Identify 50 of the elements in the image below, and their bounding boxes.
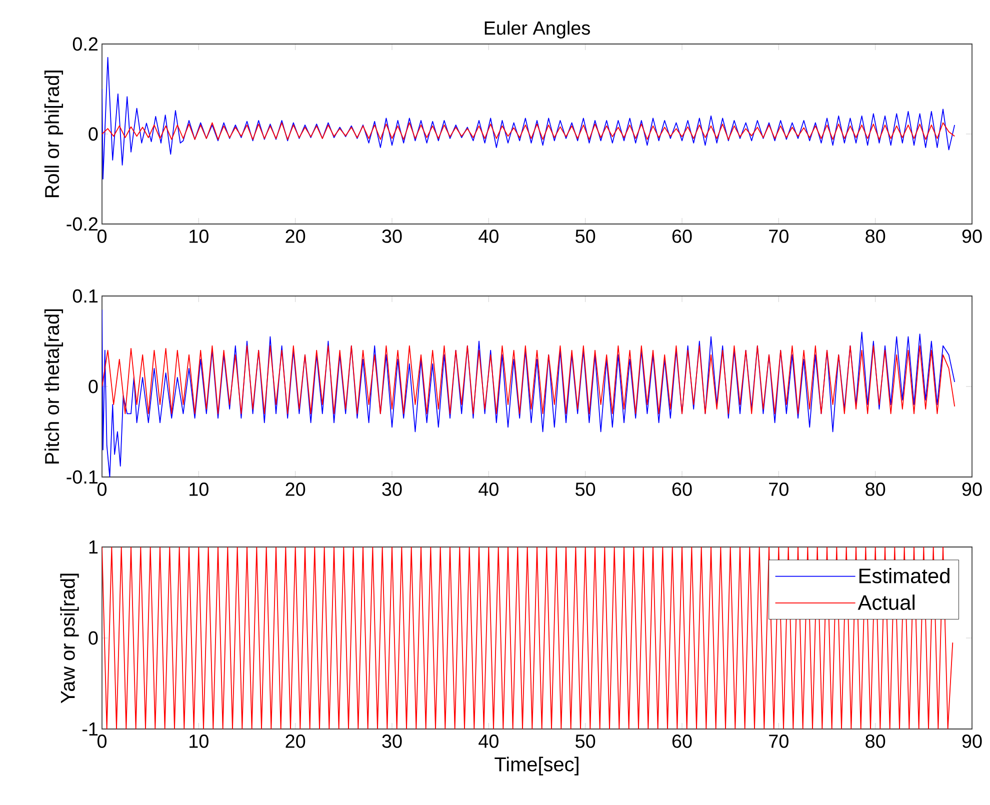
x-tick-label: 10 [190, 482, 208, 496]
legend-label: Actual [858, 594, 914, 610]
x-tick-label: 0 [97, 230, 107, 243]
legend-label: Estimated [859, 568, 950, 584]
y-tick-label: 0 [88, 380, 98, 394]
x-tick-label: 30 [382, 734, 402, 748]
x-tick-label: 60 [672, 734, 692, 748]
line-series [102, 309, 956, 478]
x-tick-label: 80 [866, 482, 886, 496]
y-tick-label: 0 [88, 631, 98, 645]
x-tick-label: 70 [769, 482, 788, 496]
x-tick-label: 40 [478, 734, 498, 748]
line-series [102, 57, 956, 180]
x-tick-label: 70 [769, 230, 788, 243]
x-tick-label: 20 [286, 482, 306, 496]
x-tick-label: 40 [478, 230, 498, 243]
x-tick-label: 0 [97, 482, 107, 496]
x-axis-title: Time[sec] [494, 756, 578, 776]
y-tick-label: -0.2 [66, 217, 98, 231]
x-tick-label: 30 [382, 230, 402, 243]
x-tick-label: 90 [962, 734, 982, 748]
x-tick-label: 40 [478, 482, 498, 496]
x-tick-label: 60 [672, 482, 692, 496]
y-tick-label: 1 [89, 540, 98, 554]
y-tick-label: 0.1 [72, 289, 98, 303]
x-tick-label: 50 [576, 482, 596, 496]
y-axis-title: Yaw or psi[rad] [60, 574, 79, 704]
y-axis-title: Pitch or theta[rad] [44, 309, 64, 464]
x-tick-label: 90 [962, 482, 982, 496]
x-tick-label: 20 [286, 734, 306, 748]
x-tick-label: 70 [769, 734, 788, 748]
x-tick-label: 10 [190, 734, 208, 748]
x-tick-label: 30 [382, 482, 402, 496]
line-series [102, 122, 956, 140]
x-tick-label: 90 [962, 230, 982, 243]
x-tick-label: 0 [97, 734, 107, 748]
x-tick-label: 60 [672, 230, 692, 243]
x-tick-label: 80 [866, 230, 886, 243]
x-tick-label: 20 [286, 230, 306, 243]
chart-title: Euler Angles [484, 20, 590, 38]
y-tick-label: -1 [82, 722, 98, 736]
y-tick-label: -0.1 [66, 470, 98, 484]
line-series [102, 345, 956, 414]
x-tick-label: 50 [576, 230, 596, 243]
y-tick-label: 0.2 [72, 37, 98, 51]
y-tick-label: 0 [88, 127, 98, 141]
x-tick-label: 10 [190, 230, 208, 243]
x-tick-label: 80 [866, 734, 886, 748]
y-axis-title: Roll or phi[rad] [44, 70, 64, 198]
x-tick-label: 50 [576, 734, 596, 748]
